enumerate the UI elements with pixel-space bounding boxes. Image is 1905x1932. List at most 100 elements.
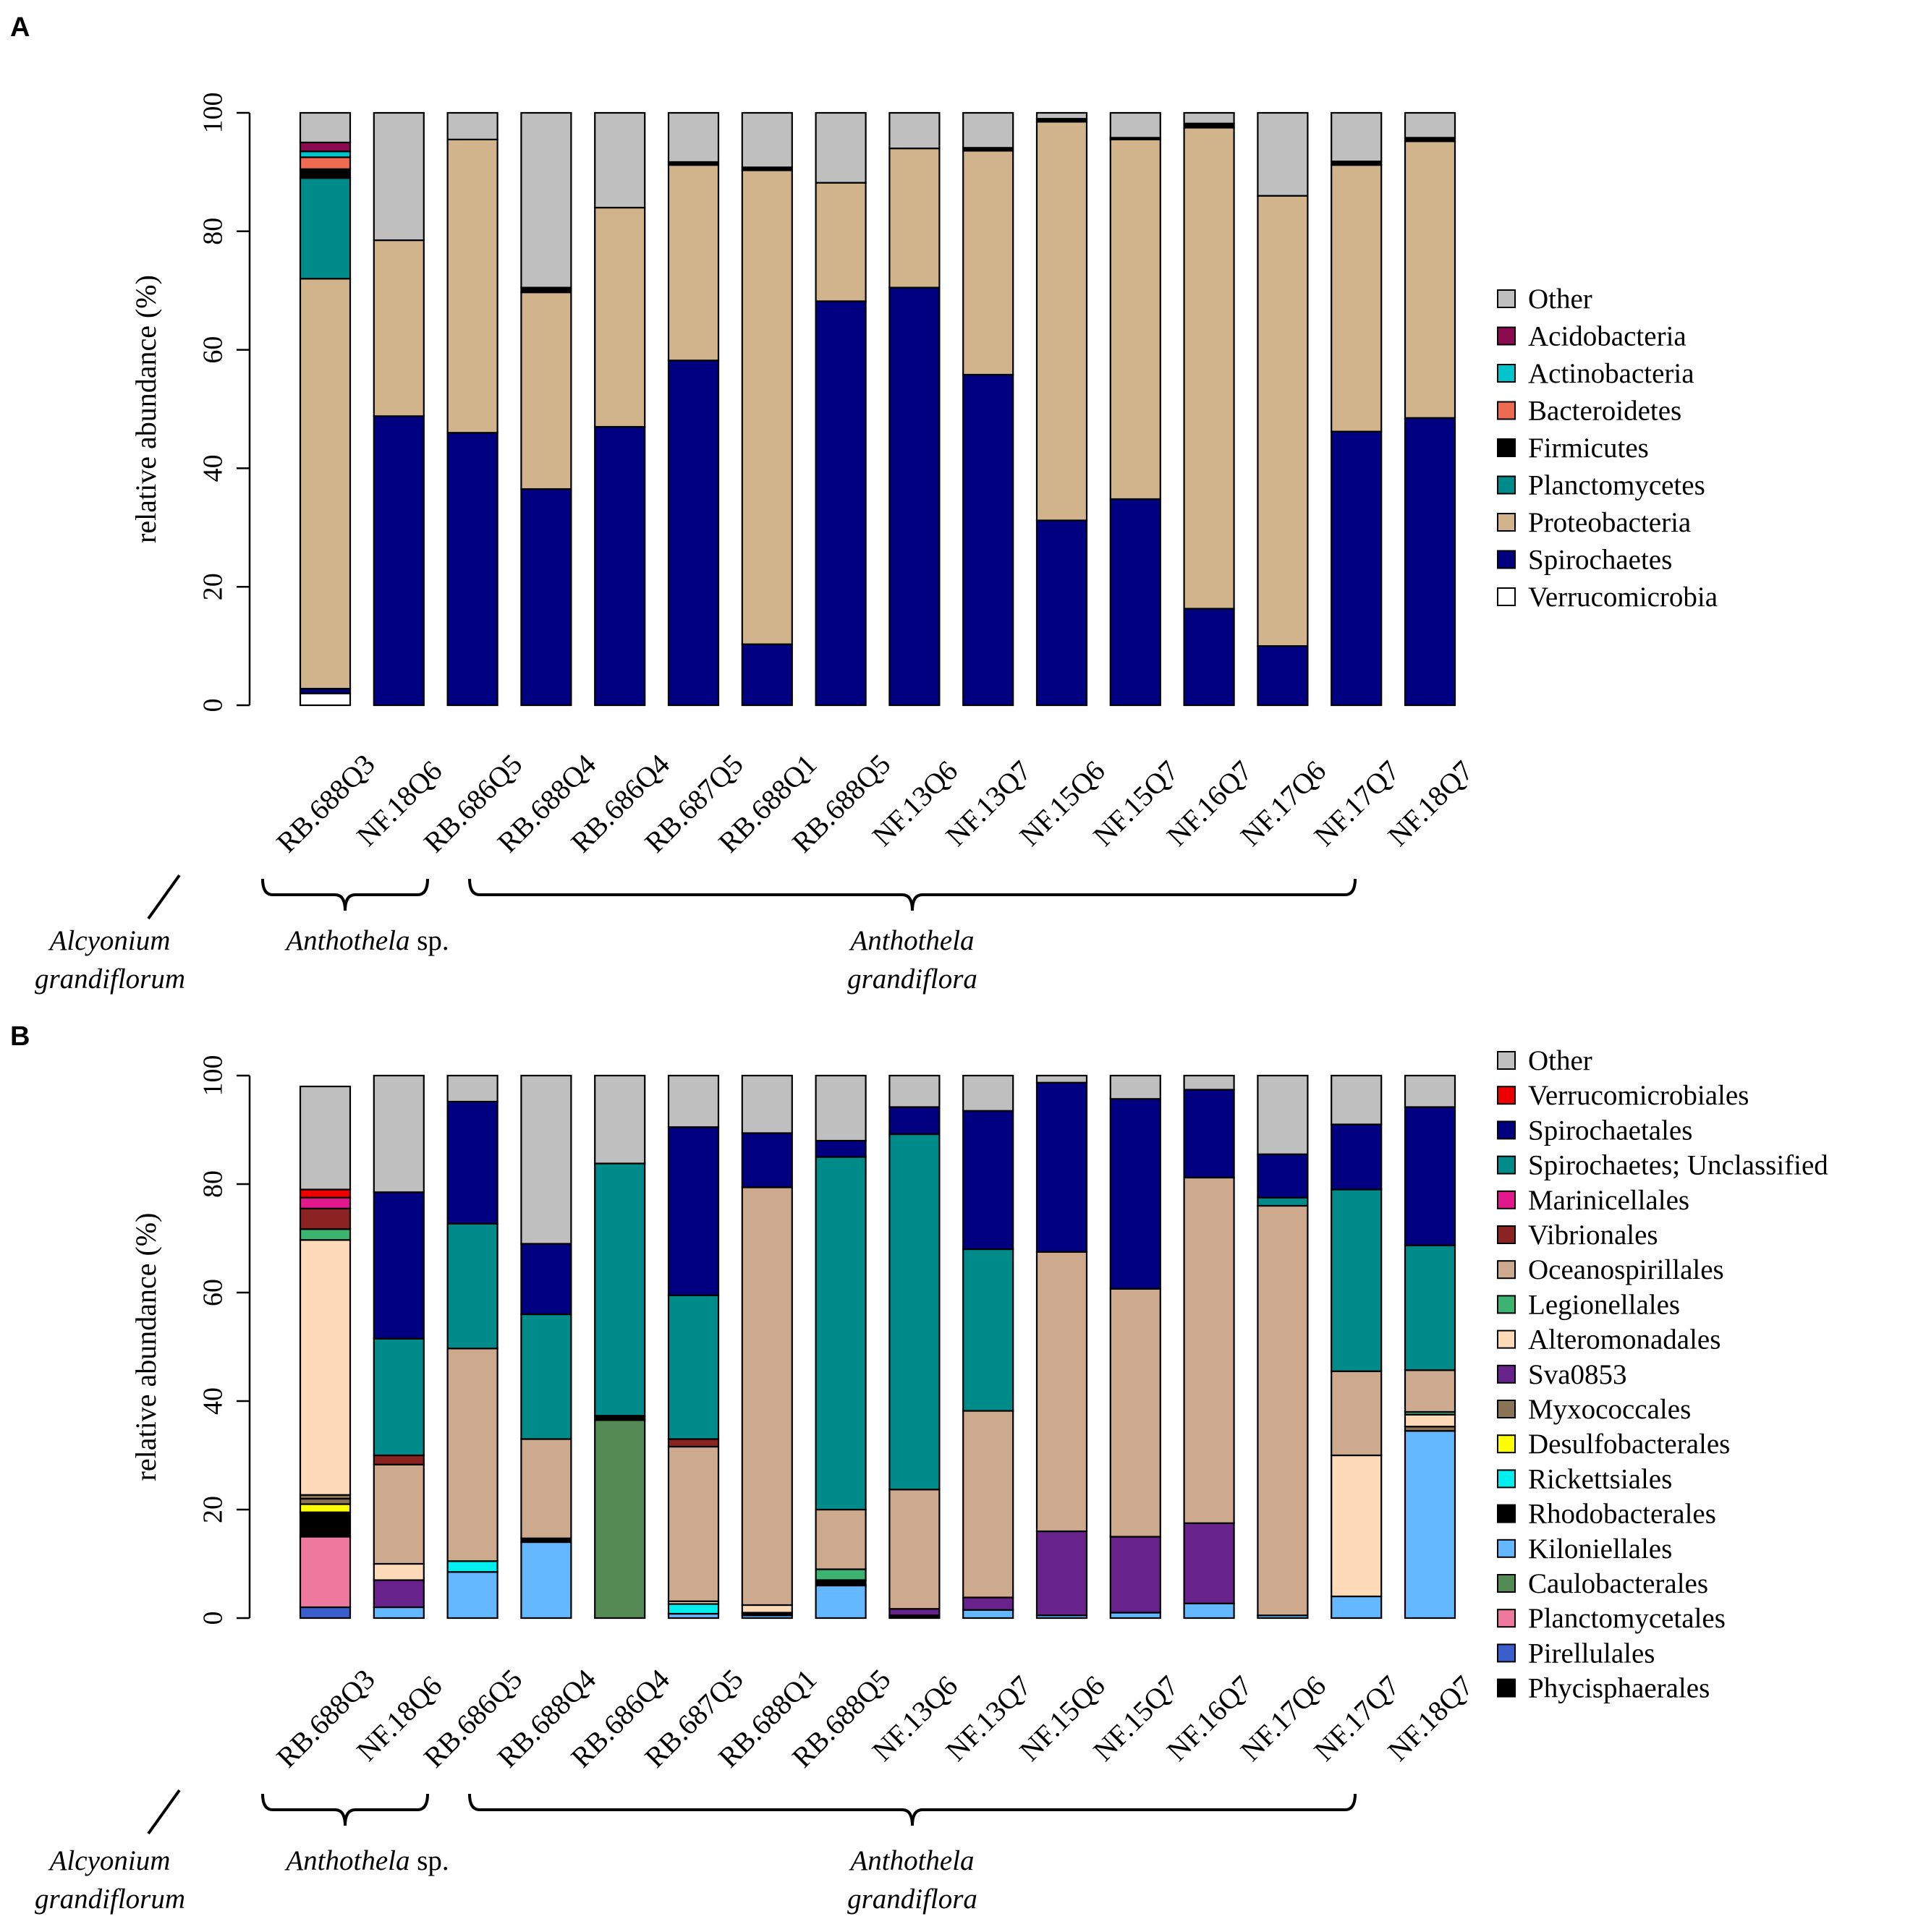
pa-legend-swatch-proteobacteria bbox=[1497, 513, 1516, 532]
pb-legend-swatch-sva0853 bbox=[1497, 1364, 1516, 1384]
pb-legend-label-oceanospirillales: Oceanospirillales bbox=[1528, 1254, 1724, 1285]
pb-bar-segment-sva0853 bbox=[962, 1596, 1014, 1611]
pb-bar-segment-other bbox=[962, 1074, 1014, 1112]
pa-bar-segment-spirochaetes bbox=[1331, 430, 1383, 707]
pb-bar-segment-caulobacterales bbox=[446, 1571, 498, 1620]
pa-bar-segment-proteobacteria bbox=[888, 148, 941, 289]
pb-bar-segment-oceanospirillales bbox=[1331, 1370, 1383, 1457]
pa-legend-label-other: Other bbox=[1528, 284, 1592, 315]
pa-group-label-grandiflora-l1: Anthothela bbox=[848, 925, 974, 956]
pa-y-tick-label: 60 bbox=[198, 336, 229, 364]
pb-bar-segment-other bbox=[1404, 1074, 1456, 1108]
pb-bar-segment-desulfobacterales bbox=[299, 1497, 352, 1505]
pa-bar-segment-proteobacteria bbox=[446, 138, 498, 434]
pa-bar-segment-other bbox=[520, 111, 572, 289]
pb-bar-segment-spirochaetes-unclassified bbox=[446, 1222, 498, 1350]
pb-bar-segment-spirochaetales bbox=[1109, 1098, 1161, 1290]
pa-legend-swatch-acidobacteria bbox=[1497, 326, 1516, 346]
pb-bar-segment-pirellulales bbox=[299, 1536, 352, 1609]
pb-group-label-alcyonium-l2: grandiflorum bbox=[35, 1884, 185, 1915]
pa-bar-segment-spirochaetes bbox=[1109, 498, 1161, 707]
pb-bar-segment-caulobacterales bbox=[962, 1609, 1014, 1620]
pb-bar-segment-spirochaetes-unclassified bbox=[962, 1248, 1014, 1412]
pb-legend-swatch-kiloniellales bbox=[1497, 1539, 1516, 1558]
pb-bar-segment-other bbox=[373, 1074, 425, 1193]
pb-bar-segment-rhodobacterales bbox=[446, 1560, 498, 1573]
pb-bar-segment-other bbox=[741, 1074, 793, 1134]
pb-bar-segment-spirochaetes-unclassified bbox=[520, 1313, 572, 1440]
pa-group-label-grandiflora-l2: grandiflora bbox=[847, 963, 977, 995]
pb-legend-label-marinicellales: Marinicellales bbox=[1528, 1185, 1689, 1216]
pa-group-marker-alcyonium bbox=[147, 874, 181, 920]
pb-bar-segment-oceanospirillales bbox=[1035, 1251, 1088, 1533]
pa-bar-segment-other bbox=[1109, 111, 1161, 139]
pa-bar-segment-spirochaetes bbox=[1183, 608, 1235, 707]
pa-bar-segment-other bbox=[1331, 111, 1383, 163]
pb-legend-swatch-rickettsiales bbox=[1497, 1469, 1516, 1489]
pa-bar-segment-proteobacteria bbox=[520, 291, 572, 490]
pb-bar-segment-spirochaetes-unclassified bbox=[1257, 1196, 1309, 1207]
pa-bar-segment-other bbox=[1035, 111, 1088, 120]
pb-bar-segment-caulobacterales bbox=[1331, 1595, 1383, 1620]
pb-bar-segment-alteromonadales bbox=[373, 1562, 425, 1581]
pa-bar-segment-other bbox=[446, 111, 498, 140]
pb-legend-swatch-rhodobacterales bbox=[1497, 1504, 1516, 1523]
pb-bar-segment-other bbox=[1257, 1074, 1309, 1155]
pb-bar-segment-caulobacterales bbox=[1404, 1430, 1456, 1620]
pb-bar-segment-legionellales bbox=[815, 1568, 867, 1581]
pb-bar-segment-other bbox=[1183, 1074, 1235, 1091]
pa-bar-segment-other bbox=[667, 111, 720, 163]
pa-group-brace-anthothela-sp bbox=[261, 878, 429, 911]
pa-bar-segment-spirochaetes bbox=[815, 300, 867, 707]
pa-bar-segment-spirochaetes bbox=[888, 286, 941, 707]
pb-bar-segment-alteromonadales bbox=[1331, 1454, 1383, 1598]
pb-bar-segment-spirochaetales bbox=[1331, 1123, 1383, 1191]
pb-legend-label-spirochaetes-unclassified: Spirochaetes; Unclassified bbox=[1528, 1150, 1828, 1181]
pb-legend-label-planctomycetales: Planctomycetales bbox=[1528, 1603, 1726, 1634]
pb-bar-segment-caulobacterales bbox=[815, 1584, 867, 1620]
pb-bar-segment-oceanospirillales bbox=[667, 1445, 720, 1602]
pa-y-tick-label: 100 bbox=[198, 93, 229, 134]
pb-legend-swatch-other bbox=[1497, 1051, 1516, 1070]
pb-bar-segment-alteromonadales bbox=[741, 1604, 793, 1614]
pb-bar-segment-rickettsiales bbox=[299, 1503, 352, 1513]
panel-label-b: B bbox=[10, 1021, 30, 1052]
pa-bar-segment-spirochaetes bbox=[446, 432, 498, 707]
pb-legend-swatch-oceanospirillales bbox=[1497, 1260, 1516, 1280]
pa-group-label-anthothela-sp: Anthothela sp. bbox=[284, 925, 449, 956]
pa-bar-segment-actinobacteria bbox=[299, 150, 352, 158]
pb-legend-swatch-phycisphaerales bbox=[1497, 1678, 1516, 1698]
pb-bar-segment-oceanospirillales bbox=[1257, 1204, 1309, 1617]
pb-bar-segment-oceanospirillales bbox=[815, 1508, 867, 1570]
pb-bar-segment-spirochaetes-unclassified bbox=[594, 1162, 646, 1417]
pb-bar-segment-spirochaetales bbox=[962, 1110, 1014, 1251]
pb-bar-segment-caulobacterales bbox=[373, 1606, 425, 1620]
pb-y-axis-title: relative abundance (%) bbox=[130, 1213, 162, 1481]
pa-bar-segment-other bbox=[1404, 111, 1456, 139]
pb-legend-label-spirochaetales: Spirochaetales bbox=[1528, 1115, 1692, 1146]
pa-y-tick-label: 0 bbox=[198, 699, 229, 712]
pb-legend-swatch-desulfobacterales bbox=[1497, 1434, 1516, 1454]
pb-group-marker-alcyonium bbox=[147, 1789, 181, 1835]
pa-bar-segment-proteobacteria bbox=[1404, 140, 1456, 419]
pb-legend-swatch-legionellales bbox=[1497, 1295, 1516, 1314]
pb-group-label-anthothela-sp: Anthothela sp. bbox=[284, 1845, 449, 1876]
pb-bar-segment-other bbox=[815, 1074, 867, 1142]
pb-group-label-grandiflora-l2: grandiflora bbox=[847, 1884, 977, 1915]
pb-bar-segment-sva0853 bbox=[1035, 1530, 1088, 1617]
pb-bar-segment-rhodobacterales bbox=[667, 1603, 720, 1615]
pb-legend-label-rickettsiales: Rickettsiales bbox=[1528, 1463, 1672, 1494]
pb-bar-segment-other bbox=[1035, 1074, 1088, 1084]
pb-legend-swatch-verrucomicrobiales bbox=[1497, 1086, 1516, 1105]
pa-legend-swatch-verrucomicrobia bbox=[1497, 587, 1516, 606]
pb-group-label-grandiflora-l1: Anthothela bbox=[848, 1845, 974, 1876]
pb-bar-segment-alteromonadales bbox=[1404, 1413, 1456, 1428]
pb-bar-segment-spirochaetes-unclassified bbox=[1404, 1244, 1456, 1371]
pb-bar-segment-oceanospirillales bbox=[1183, 1176, 1235, 1524]
pa-bar-segment-proteobacteria bbox=[1183, 127, 1235, 610]
pa-bar-segment-other bbox=[1257, 111, 1309, 197]
pa-bar-segment-spirochaetes bbox=[741, 643, 793, 707]
